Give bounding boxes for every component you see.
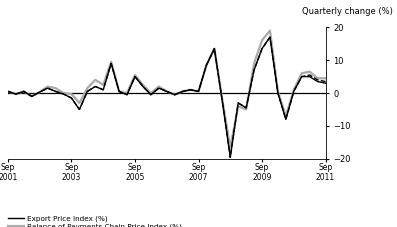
Text: Quarterly change (%): Quarterly change (%)	[302, 7, 393, 16]
Legend: Export Price Index (%), Balance of Payments Chain Price Index (%), Balance of Pa: Export Price Index (%), Balance of Payme…	[5, 212, 199, 227]
